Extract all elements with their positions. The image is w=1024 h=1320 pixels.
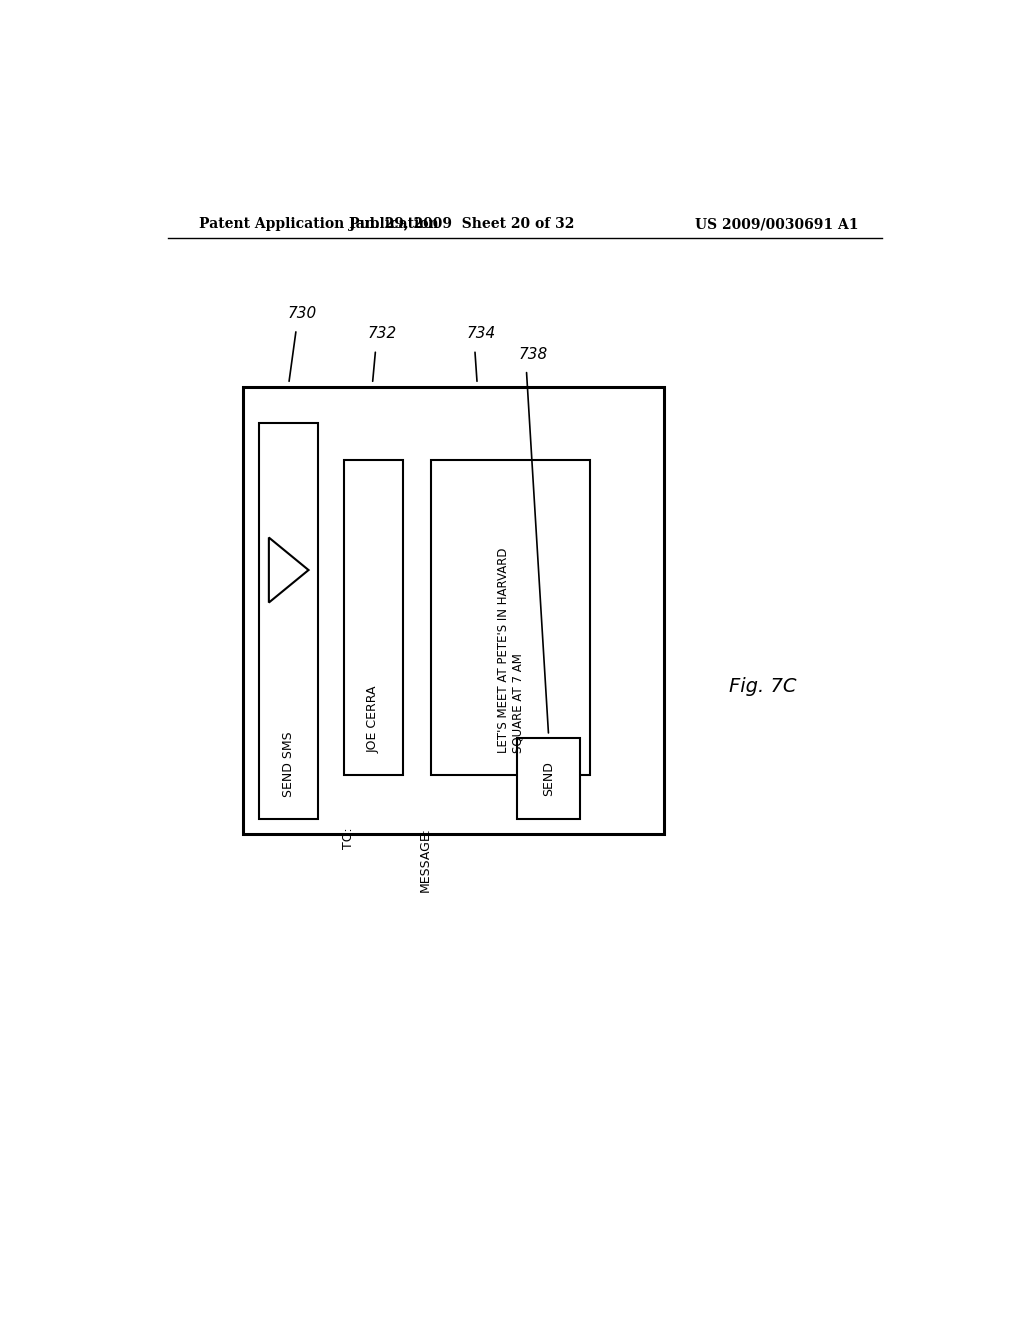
Text: 738: 738 bbox=[518, 347, 548, 362]
Text: Fig. 7C: Fig. 7C bbox=[729, 677, 797, 697]
Text: 730: 730 bbox=[288, 306, 317, 321]
Text: TO:: TO: bbox=[342, 828, 355, 849]
Text: Jan. 29, 2009  Sheet 20 of 32: Jan. 29, 2009 Sheet 20 of 32 bbox=[348, 218, 574, 231]
Text: Patent Application Publication: Patent Application Publication bbox=[200, 218, 439, 231]
Text: 734: 734 bbox=[467, 326, 496, 342]
Bar bbox=[243, 387, 664, 834]
Text: SEND SMS: SEND SMS bbox=[283, 731, 295, 797]
Bar bbox=[344, 461, 403, 775]
Text: JOE CERRA: JOE CERRA bbox=[368, 685, 380, 752]
Text: 732: 732 bbox=[368, 326, 396, 342]
Bar bbox=[431, 461, 590, 775]
Text: US 2009/0030691 A1: US 2009/0030691 A1 bbox=[694, 218, 858, 231]
Polygon shape bbox=[269, 537, 308, 602]
Text: MESSAGE:: MESSAGE: bbox=[419, 828, 432, 892]
Text: LET'S MEET AT PETE'S IN HARVARD
SQUARE AT 7 AM: LET'S MEET AT PETE'S IN HARVARD SQUARE A… bbox=[497, 548, 524, 752]
Bar bbox=[259, 422, 318, 818]
Bar bbox=[517, 738, 581, 818]
Text: SEND: SEND bbox=[542, 760, 555, 796]
